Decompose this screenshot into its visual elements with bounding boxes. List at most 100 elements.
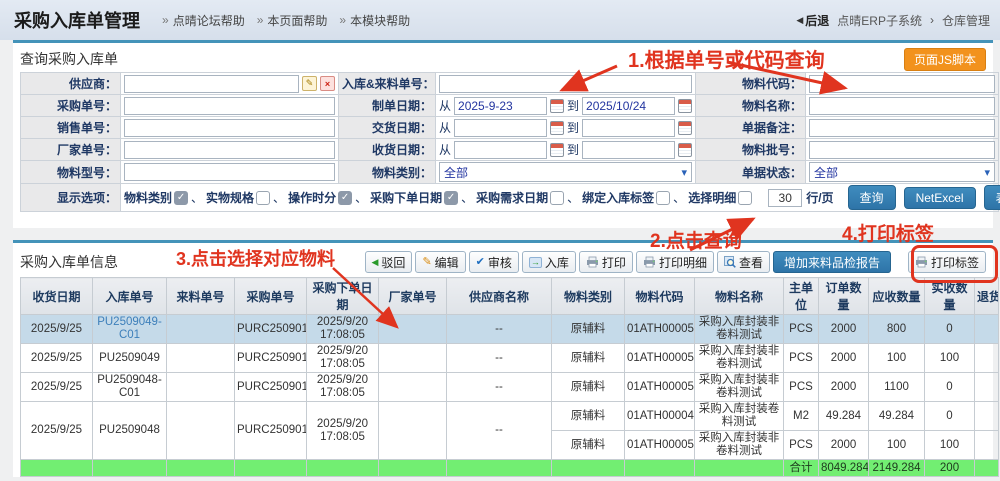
table-row[interactable]: 2025/9/25 PU2509049 PURC2509012 2025/9/2… [20, 343, 999, 373]
material-batch-label: 物料批号： [695, 138, 806, 161]
material-model-label: 物料型号： [20, 160, 121, 184]
material-category-select[interactable]: 全部 ▾ [439, 162, 692, 182]
factory-no-input[interactable] [124, 140, 335, 159]
table-row[interactable]: 2025/9/25 PU2509048 PURC2509012 2025/9/2… [20, 401, 999, 460]
audit-icon: ✔ [475, 255, 485, 268]
help-link-module[interactable]: 本模块帮助 [350, 13, 411, 28]
option-checkbox-bind-tag[interactable]: ✓ [656, 190, 671, 205]
table-maintain-button[interactable]: 表格维护 [983, 185, 1000, 210]
cell: PURC2509012 [234, 343, 307, 373]
netexcel-button[interactable]: NetExcel [903, 186, 976, 209]
cell: -- [446, 401, 552, 460]
delivery-date-from-input[interactable] [454, 118, 547, 137]
add-inspect-report-button[interactable]: 增加来料品检报告 [772, 251, 891, 273]
print-button[interactable]: 打印 [578, 251, 633, 273]
calendar-icon[interactable] [550, 120, 564, 135]
breadcrumb-system[interactable]: 点晴ERP子系统 [837, 13, 922, 28]
delivery-date-to-input[interactable] [582, 118, 675, 137]
supplier-input[interactable] [124, 74, 299, 93]
cell: 原辅料 [551, 314, 625, 344]
cell: 100 [924, 343, 975, 373]
supplier-clear-icon[interactable]: × [320, 76, 335, 91]
column-header: 退货数量 [974, 277, 999, 315]
material-model-input[interactable] [124, 163, 335, 181]
receive-date-label: 收货日期： [338, 138, 436, 161]
option-checkbox-select-detail[interactable]: ✓ [738, 190, 753, 205]
material-name-input[interactable] [809, 96, 995, 115]
page-js-button[interactable]: 页面JS脚本 [903, 47, 986, 71]
audit-button[interactable]: ✔ 审核 [468, 251, 519, 273]
cell [446, 459, 552, 477]
back-button[interactable]: ◀ 后退 [796, 13, 830, 28]
material-batch-input[interactable] [809, 140, 995, 159]
cell: PURC2509012 [234, 401, 307, 460]
option-checkbox-spec[interactable]: ✓ [256, 190, 271, 205]
inbound-no-link[interactable]: PU2509048 [92, 401, 167, 460]
table-row[interactable]: 原辅料 01ATH00005 采购入库封装非卷料测试 PCS 2000 100 … [21, 430, 999, 460]
column-header: 采购下单日期 [306, 277, 379, 315]
supplier-lookup-icon[interactable]: ✎ [302, 76, 317, 91]
purchase-no-input[interactable] [124, 96, 335, 115]
make-date-to-input[interactable] [582, 96, 675, 115]
inbound-button[interactable]: → 入库 [521, 251, 576, 273]
cell: 2025/9/20 17:08:05 [306, 343, 379, 373]
calendar-icon[interactable] [550, 142, 564, 157]
option-checkbox-op-time[interactable]: ✓ [338, 190, 353, 205]
cell [166, 343, 235, 373]
inbound-no-link[interactable]: PU2509049-C01 [92, 314, 167, 344]
table-row[interactable]: 2025/9/25 PU2509048-C01 PURC2509012 2025… [20, 372, 999, 402]
query-panel: 查询采购入库单 页面JS脚本 供应商： ✎ × 入库&来料单号： 物料代码： 采… [13, 40, 1000, 228]
column-header: 应收数量 [868, 277, 925, 315]
sales-no-input[interactable] [124, 118, 335, 137]
cell: 采购入库封装非卷料测试 [694, 430, 784, 460]
cell: 2025/9/25 [20, 372, 93, 402]
inbound-no-link[interactable]: PU2509049 [92, 343, 167, 373]
printer-icon [586, 256, 598, 268]
reject-button[interactable]: ◀ 驳回 [364, 251, 413, 273]
material-code-input[interactable] [809, 74, 995, 93]
column-header: 实收数量 [924, 277, 975, 315]
view-button[interactable]: 查看 [716, 251, 770, 273]
calendar-icon[interactable] [550, 98, 564, 113]
edit-button[interactable]: ✎ 编辑 [415, 251, 466, 273]
calendar-icon[interactable] [678, 120, 692, 135]
purchase-no-label: 采购单号： [20, 94, 121, 117]
receive-date-to-input[interactable] [582, 140, 675, 159]
inbound-no-input[interactable] [439, 74, 692, 93]
cell: PCS [783, 430, 819, 460]
option-checkbox-demand-date[interactable]: ✓ [550, 190, 565, 205]
doc-remark-input[interactable] [809, 118, 995, 137]
cell [694, 459, 784, 477]
sales-no-label: 销售单号： [20, 116, 121, 139]
cell: 100 [868, 343, 925, 373]
receive-date-from-input[interactable] [454, 140, 547, 159]
doc-status-select[interactable]: 全部 ▾ [809, 162, 995, 182]
print-detail-button[interactable]: 打印明细 [635, 251, 714, 273]
cell: 0 [924, 372, 975, 402]
page-size-input[interactable] [768, 188, 803, 207]
option-checkbox-material-category[interactable]: ✓ [174, 190, 189, 205]
option-checkbox-po-date[interactable]: ✓ [444, 190, 459, 205]
grid-toolbar: ◀ 驳回 ✎ 编辑 ✔ 审核 → 入库 打印 打印明细 查看 增加来料品检报告 打印标签 [364, 251, 986, 273]
calendar-icon[interactable] [678, 98, 692, 113]
make-date-from-input[interactable] [454, 96, 547, 115]
display-options-label: 显示选项： [20, 183, 121, 212]
calendar-icon[interactable] [678, 142, 692, 157]
cell [974, 314, 999, 344]
column-header: 物料代码 [624, 277, 695, 315]
inbound-no-link[interactable]: PU2509048-C01 [92, 372, 167, 402]
total-order-qty: 8049.284 [818, 459, 869, 477]
help-link-page[interactable]: 本页面帮助 [267, 13, 328, 28]
total-receivable-qty: 2149.284 [868, 459, 925, 477]
help-link-forum[interactable]: 点晴论坛帮助 [172, 13, 245, 28]
table-row[interactable]: 2025/9/25 PU2509049-C01 PURC2509012 2025… [20, 314, 999, 344]
breadcrumb-module[interactable]: 仓库管理 [941, 13, 990, 28]
cell [378, 343, 447, 373]
search-button[interactable]: 查询 [847, 185, 896, 210]
page-size-label: 行/页 [806, 191, 834, 205]
column-header: 厂家单号 [378, 277, 447, 315]
chevron-down-icon: ▾ [984, 166, 990, 179]
print-tag-button[interactable]: 打印标签 [907, 251, 986, 273]
cell: 原辅料 [551, 372, 625, 402]
cell: 01ATH00004 [624, 401, 695, 431]
